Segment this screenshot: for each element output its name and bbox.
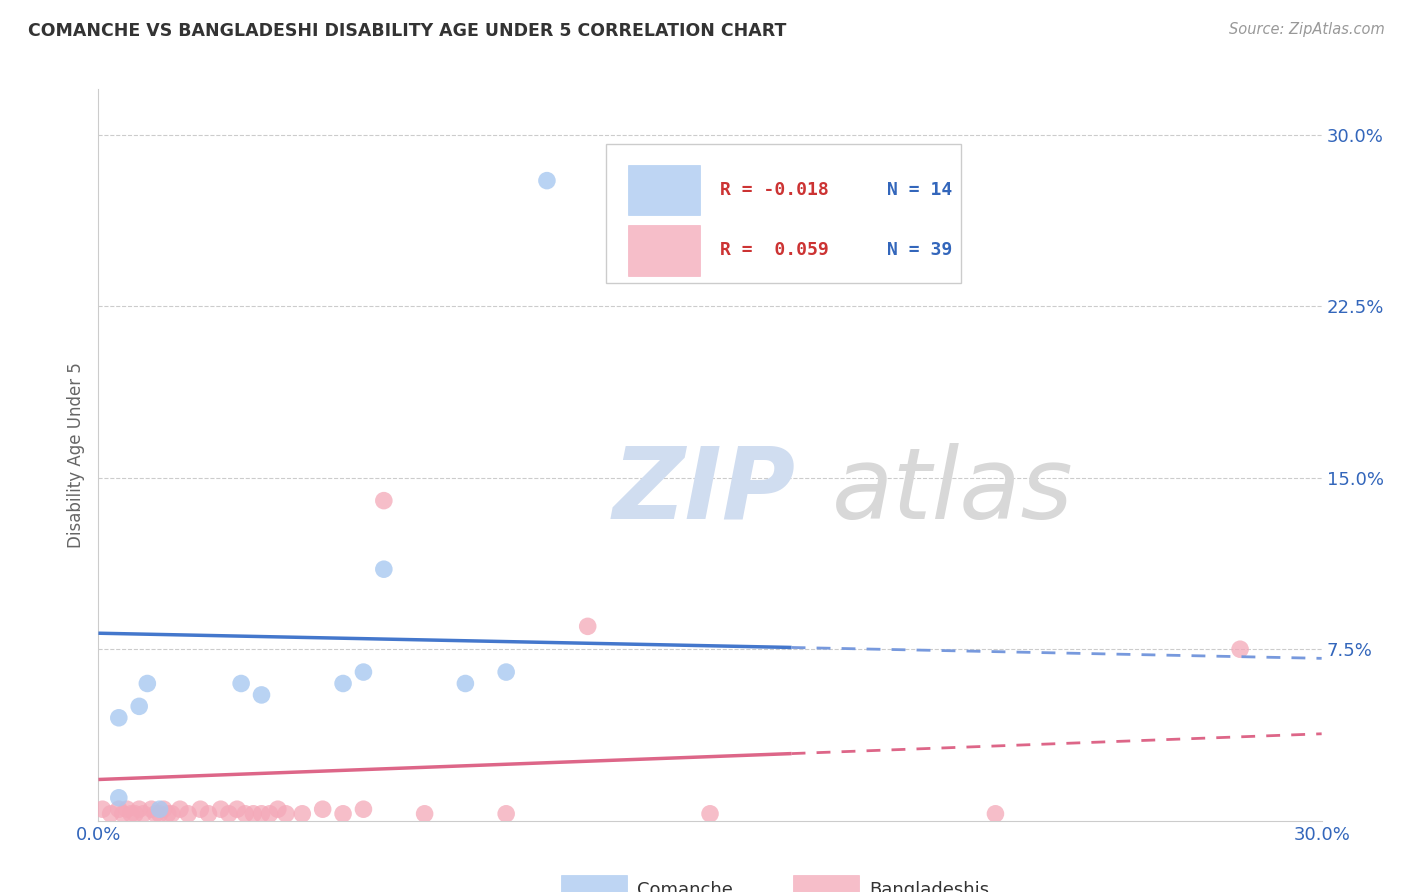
- Point: [332, 676, 354, 690]
- Point: [91, 802, 114, 816]
- Point: [413, 806, 436, 821]
- Point: [274, 806, 297, 821]
- Point: [231, 676, 253, 690]
- Point: [761, 219, 783, 234]
- Point: [141, 802, 163, 816]
- Point: [209, 802, 232, 816]
- Text: N = 39: N = 39: [887, 242, 953, 260]
- Point: [250, 688, 273, 702]
- Text: COMANCHE VS BANGLADESHI DISABILITY AGE UNDER 5 CORRELATION CHART: COMANCHE VS BANGLADESHI DISABILITY AGE U…: [28, 22, 786, 40]
- Point: [177, 806, 200, 821]
- Point: [108, 711, 131, 725]
- Point: [352, 665, 374, 679]
- Point: [108, 790, 131, 805]
- FancyBboxPatch shape: [606, 144, 960, 283]
- Point: [160, 806, 183, 821]
- Point: [495, 806, 517, 821]
- Point: [267, 802, 290, 816]
- Point: [218, 806, 240, 821]
- Point: [156, 806, 179, 821]
- Point: [291, 806, 314, 821]
- Point: [152, 802, 174, 816]
- Point: [197, 806, 219, 821]
- Point: [136, 676, 159, 690]
- Point: [120, 806, 142, 821]
- Point: [373, 493, 395, 508]
- Point: [145, 806, 167, 821]
- FancyBboxPatch shape: [628, 165, 700, 215]
- Text: R = -0.018: R = -0.018: [720, 181, 828, 199]
- Point: [352, 802, 374, 816]
- Point: [242, 806, 264, 821]
- Point: [124, 806, 146, 821]
- Text: R =  0.059: R = 0.059: [720, 242, 828, 260]
- Point: [128, 699, 150, 714]
- Point: [576, 619, 599, 633]
- Point: [332, 806, 354, 821]
- Text: ZIP: ZIP: [612, 443, 796, 540]
- Text: Comanche: Comanche: [637, 881, 733, 892]
- Point: [108, 802, 131, 816]
- Point: [259, 806, 281, 821]
- FancyBboxPatch shape: [793, 876, 859, 892]
- Point: [495, 665, 517, 679]
- Point: [149, 802, 172, 816]
- Point: [454, 676, 477, 690]
- Point: [100, 806, 122, 821]
- Point: [188, 802, 212, 816]
- Point: [1229, 642, 1251, 657]
- Point: [149, 806, 172, 821]
- Point: [373, 562, 395, 576]
- Text: N = 14: N = 14: [887, 181, 953, 199]
- Point: [111, 806, 134, 821]
- Text: atlas: atlas: [832, 443, 1074, 540]
- Point: [226, 802, 249, 816]
- Point: [132, 806, 155, 821]
- Point: [984, 806, 1007, 821]
- Point: [128, 802, 150, 816]
- Point: [115, 802, 138, 816]
- Point: [699, 806, 721, 821]
- Text: Bangladeshis: Bangladeshis: [869, 881, 990, 892]
- FancyBboxPatch shape: [628, 225, 700, 276]
- Text: Source: ZipAtlas.com: Source: ZipAtlas.com: [1229, 22, 1385, 37]
- Point: [250, 806, 273, 821]
- FancyBboxPatch shape: [561, 876, 627, 892]
- Point: [312, 802, 335, 816]
- Point: [169, 802, 191, 816]
- Y-axis label: Disability Age Under 5: Disability Age Under 5: [66, 362, 84, 548]
- Point: [536, 173, 558, 187]
- Point: [233, 806, 256, 821]
